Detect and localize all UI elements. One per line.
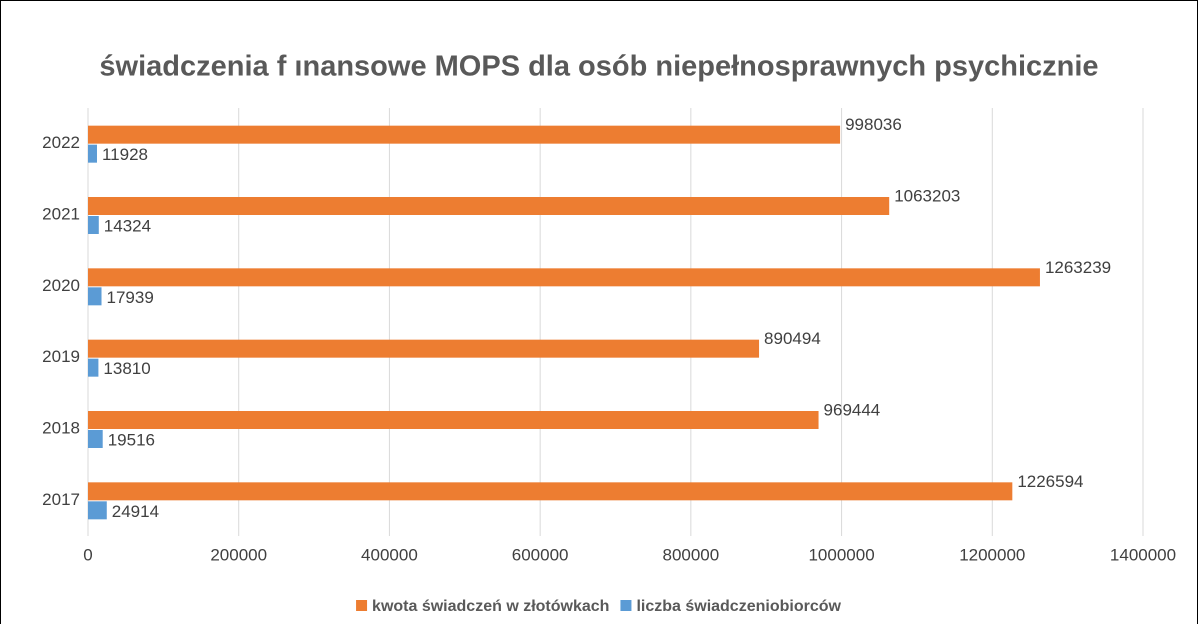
data-label: 1263239: [1045, 258, 1111, 277]
bar: [88, 268, 1040, 287]
y-tick-label: 2021: [42, 204, 80, 223]
data-label: 1226594: [1017, 472, 1083, 491]
chart-title: świadczenia f ınansowe MOPS dla osób nie…: [99, 51, 1098, 83]
y-tick-label: 2017: [42, 490, 80, 509]
x-tick-label: 400000: [361, 545, 418, 564]
data-label: 1063203: [894, 186, 960, 205]
x-tick-label: 1200000: [959, 545, 1025, 564]
y-tick-label: 2018: [42, 418, 80, 437]
data-label: 17939: [107, 288, 154, 307]
data-label: 19516: [108, 430, 155, 449]
data-label: 24914: [112, 502, 159, 521]
x-tick-label: 600000: [512, 545, 569, 564]
x-tick-label: 200000: [210, 545, 267, 564]
x-tick-label: 1400000: [1110, 545, 1176, 564]
x-tick-label: 0: [83, 545, 92, 564]
data-label: 998036: [845, 115, 902, 134]
data-label: 969444: [824, 400, 881, 419]
bar: [88, 482, 1013, 501]
bar: [88, 501, 107, 520]
y-tick-label: 2020: [42, 276, 80, 295]
data-label: 14324: [104, 216, 151, 235]
data-label: 890494: [764, 329, 821, 348]
legend-label: liczba świadczeniobiorców: [636, 598, 841, 615]
bar: [88, 216, 99, 234]
legend-label: kwota świadczeń w złotówkach: [372, 598, 609, 615]
x-tick-label: 1000000: [808, 545, 874, 564]
y-tick-label: 2019: [42, 347, 80, 366]
bar: [88, 144, 97, 163]
y-tick-label: 2022: [42, 133, 80, 152]
bar: [88, 197, 890, 215]
data-label: 13810: [103, 359, 150, 378]
bar: [88, 125, 841, 144]
legend-swatch: [620, 600, 632, 611]
data-label: 11928: [102, 145, 148, 164]
legend-swatch: [356, 600, 368, 611]
bar: [88, 339, 760, 358]
bar: [88, 287, 102, 306]
bar: [88, 411, 819, 429]
x-tick-label: 800000: [662, 545, 719, 564]
bar: [88, 358, 99, 377]
bar: [88, 430, 103, 448]
